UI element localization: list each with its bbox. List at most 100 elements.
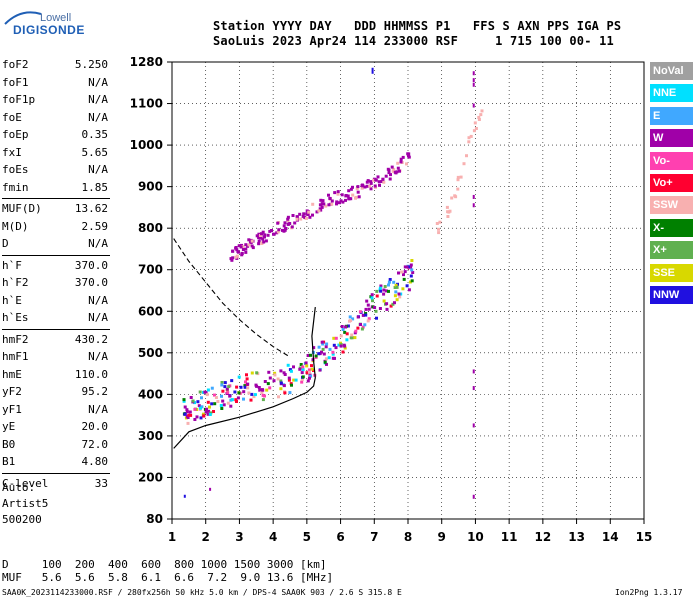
echo-point-trace_lower	[187, 413, 191, 417]
echo-point-isolated	[209, 487, 212, 491]
echo-point-trace_lower	[294, 378, 298, 382]
echo-point-trace_lower	[200, 396, 203, 400]
echo-point-trace_faint	[450, 196, 454, 200]
echo-point-trace_lower	[375, 289, 379, 293]
echo-point-trace_upper	[339, 199, 343, 203]
echo-point-column	[472, 423, 475, 428]
echo-point-trace_lower	[246, 386, 250, 390]
echo-point-trace_upper	[366, 179, 370, 183]
param-separator	[2, 198, 110, 199]
param-separator	[2, 254, 110, 256]
echo-point-trace_lower	[339, 334, 343, 338]
echo-point-trace_faint	[472, 129, 476, 133]
echo-point-trace_lower	[182, 398, 186, 402]
echo-point-trace_lower	[410, 279, 414, 283]
param-key: B0	[2, 437, 16, 451]
echo-point-trace_upper	[251, 246, 255, 250]
legend-item-vo-: Vo-	[650, 151, 693, 170]
echo-point-trace_upper	[351, 193, 355, 197]
echo-point-trace_upper	[241, 248, 245, 251]
echo-point-trace_lower	[236, 396, 240, 400]
echo-point-trace_lower	[366, 303, 370, 307]
legend-item-x-: X+	[650, 241, 693, 260]
param-row-md: M(D) 2.59	[2, 218, 108, 236]
echo-point-trace_lower	[320, 350, 323, 354]
param-value: 2.59	[81, 219, 109, 233]
echo-point-trace_lower	[220, 407, 224, 410]
echo-point-trace_lower	[409, 263, 413, 267]
echo-point-trace_lower	[366, 319, 370, 323]
y-tick-label: 1280	[130, 55, 163, 69]
echo-point-trace_lower	[402, 273, 405, 277]
echo-point-trace_upper	[301, 214, 305, 218]
echo-point-trace_lower	[350, 333, 354, 337]
echo-point-trace_upper	[349, 187, 353, 191]
legend-item-x-: X-	[650, 218, 693, 237]
echo-point-trace_upper	[365, 184, 369, 188]
echo-point-trace_lower	[288, 391, 292, 395]
echo-point-trace_lower	[301, 375, 305, 379]
x-tick-label: 3	[235, 530, 243, 544]
echo-point-trace_upper	[299, 217, 303, 221]
echo-point-trace_lower	[197, 404, 201, 408]
echo-point-trace_upper	[260, 232, 263, 236]
echo-point-trace_lower	[300, 377, 304, 381]
echo-point-trace_upper	[376, 175, 380, 179]
echo-point-trace_lower	[301, 368, 305, 372]
echo-point-trace_lower	[216, 400, 220, 403]
echo-point-trace_lower	[397, 271, 400, 275]
echo-point-trace_upper	[315, 210, 319, 214]
param-row-yf2: yF2 95.2	[2, 383, 108, 401]
echo-point-trace_lower	[388, 278, 392, 281]
echo-point-trace_lower	[196, 400, 200, 404]
echo-point-trace_faint	[479, 113, 483, 117]
polarization-legend: NoVal NNE E W Vo- Vo+ SSW X- X+ SSE NNW	[650, 62, 693, 308]
echo-point-trace_lower	[282, 371, 286, 375]
param-row-foe: foE N/A	[2, 109, 108, 127]
echo-point-trace_lower	[279, 379, 283, 383]
param-key: foEp	[2, 128, 29, 141]
param-row-fof2: foF2 5.250	[2, 56, 108, 74]
echo-point-trace_lower	[409, 274, 413, 278]
echo-point-trace_upper	[247, 238, 251, 242]
echo-point-trace_lower	[246, 382, 250, 386]
echo-point-trace_upper	[261, 230, 265, 234]
echo-point-trace_lower	[331, 356, 335, 360]
echo-point-trace_upper	[396, 166, 400, 170]
echo-point-trace_upper	[298, 212, 302, 216]
y-tick-label: 400	[138, 387, 163, 401]
echo-point-trace_lower	[356, 315, 360, 319]
param-key: foF1	[2, 75, 29, 89]
echo-point-trace_lower	[393, 286, 397, 289]
param-value: 4.80	[81, 455, 109, 468]
echo-point-trace_upper	[398, 169, 401, 173]
echo-point-trace_lower	[250, 392, 254, 396]
param-key: h`Es	[2, 311, 29, 324]
echo-point-trace_upper	[257, 239, 261, 243]
legend-item-vo-: Vo+	[650, 173, 693, 192]
param-key: fmin	[2, 180, 29, 194]
echo-point-trace_upper	[333, 191, 337, 195]
echo-point-trace_upper	[369, 180, 373, 184]
echo-point-trace_lower	[199, 406, 202, 410]
echo-point-trace_faint	[465, 154, 468, 158]
param-separator	[2, 472, 110, 474]
echo-point-trace_lower	[308, 370, 311, 374]
echo-point-trace_upper	[407, 155, 411, 159]
echo-point-trace_lower	[220, 394, 223, 398]
echo-point-trace_lower	[411, 271, 415, 274]
param-row-he: h`E N/A	[2, 292, 108, 310]
echo-point-trace_upper	[321, 202, 325, 206]
logo-digisonde-text: DIGISONDE	[13, 23, 85, 37]
echo-point-trace_lower	[331, 352, 335, 356]
echo-point-trace_upper	[263, 233, 267, 237]
echo-point-trace_lower	[310, 367, 314, 371]
echo-point-trace_lower	[385, 307, 389, 311]
x-tick-label: 13	[568, 530, 585, 544]
x-tick-label: 8	[404, 530, 412, 544]
echo-point-trace_lower	[343, 346, 347, 350]
y-tick-label: 200	[138, 470, 163, 484]
echo-point-trace_lower	[349, 336, 353, 340]
x-tick-label: 1	[168, 530, 176, 544]
echo-point-trace_lower	[283, 373, 287, 376]
